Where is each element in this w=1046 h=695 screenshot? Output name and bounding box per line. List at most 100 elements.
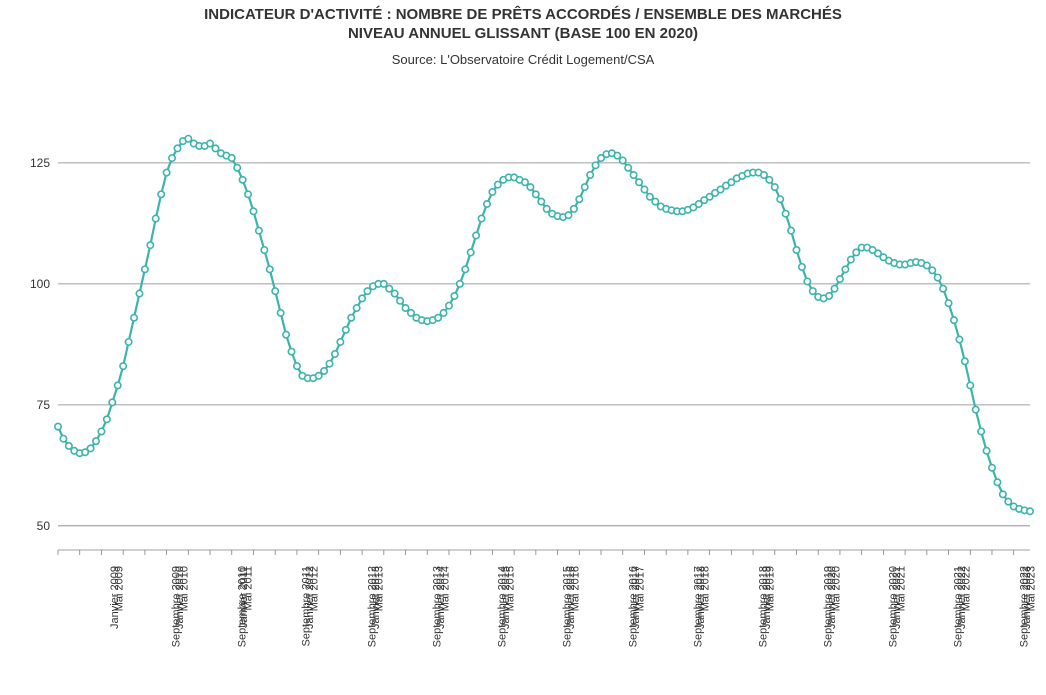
y-tick-label: 50 xyxy=(0,519,50,533)
series-line xyxy=(58,139,1030,512)
series-marker xyxy=(440,310,446,316)
series-marker xyxy=(788,227,794,233)
series-marker xyxy=(538,198,544,204)
series-marker xyxy=(647,194,653,200)
x-tick-label: Mai 2014 xyxy=(439,566,451,611)
series-marker xyxy=(185,136,191,142)
series-marker xyxy=(261,247,267,253)
series-marker xyxy=(1027,508,1033,514)
chart-container: INDICATEUR D'ACTIVITÉ : NOMBRE DE PRÊTS … xyxy=(0,0,1046,695)
series-marker xyxy=(288,348,294,354)
series-marker xyxy=(978,428,984,434)
series-marker xyxy=(522,179,528,185)
series-marker xyxy=(250,208,256,214)
series-marker xyxy=(527,184,533,190)
series-marker xyxy=(533,191,539,197)
series-marker xyxy=(321,368,327,374)
series-marker xyxy=(929,267,935,273)
series-marker xyxy=(636,179,642,185)
series-marker xyxy=(962,358,968,364)
series-marker xyxy=(136,290,142,296)
series-marker xyxy=(408,310,414,316)
series-marker xyxy=(353,305,359,311)
series-marker xyxy=(364,288,370,294)
series-marker xyxy=(989,465,995,471)
series-marker xyxy=(1000,491,1006,497)
x-tick-label: Mai 2016 xyxy=(569,566,581,611)
series-marker xyxy=(544,206,550,212)
series-marker xyxy=(158,191,164,197)
series-marker xyxy=(831,286,837,292)
y-tick-label: 125 xyxy=(0,156,50,170)
series-marker xyxy=(359,295,365,301)
series-marker xyxy=(60,436,66,442)
series-marker xyxy=(799,264,805,270)
series-marker xyxy=(495,181,501,187)
x-tick-label: Mai 2018 xyxy=(699,566,711,611)
series-marker xyxy=(142,266,148,272)
series-marker xyxy=(592,162,598,168)
series-marker xyxy=(956,336,962,342)
x-tick-label: Mai 2015 xyxy=(504,566,516,611)
y-tick-label: 100 xyxy=(0,277,50,291)
series-marker xyxy=(169,155,175,161)
x-tick-label: Mai 2017 xyxy=(634,566,646,611)
series-marker xyxy=(332,351,338,357)
series-marker xyxy=(761,172,767,178)
series-marker xyxy=(478,215,484,221)
series-marker xyxy=(967,382,973,388)
series-marker xyxy=(386,286,392,292)
series-marker xyxy=(98,428,104,434)
series-marker xyxy=(234,165,240,171)
series-marker xyxy=(212,145,218,151)
y-tick-label: 75 xyxy=(0,398,50,412)
series-marker xyxy=(484,201,490,207)
series-marker xyxy=(381,281,387,287)
series-marker xyxy=(576,196,582,202)
series-marker xyxy=(951,317,957,323)
series-marker xyxy=(994,479,1000,485)
series-marker xyxy=(777,196,783,202)
series-marker xyxy=(245,191,251,197)
series-marker xyxy=(810,288,816,294)
series-marker xyxy=(587,172,593,178)
series-marker xyxy=(283,331,289,337)
series-marker xyxy=(256,227,262,233)
series-marker xyxy=(826,293,832,299)
series-marker xyxy=(924,262,930,268)
x-tick-label: Mai 2019 xyxy=(765,566,777,611)
series-marker xyxy=(87,445,93,451)
series-marker xyxy=(652,198,658,204)
series-marker xyxy=(973,406,979,412)
series-marker xyxy=(277,310,283,316)
series-marker xyxy=(125,339,131,345)
series-marker xyxy=(853,249,859,255)
series-marker xyxy=(983,448,989,454)
series-marker xyxy=(782,211,788,217)
series-marker xyxy=(93,438,99,444)
series-marker xyxy=(326,361,332,367)
series-marker xyxy=(1005,498,1011,504)
series-marker xyxy=(391,290,397,296)
x-tick-label: Mai 2010 xyxy=(178,566,190,611)
series-marker xyxy=(620,157,626,163)
series-marker xyxy=(348,315,354,321)
series-marker xyxy=(267,266,273,272)
series-marker xyxy=(147,242,153,248)
series-marker xyxy=(120,363,126,369)
series-marker xyxy=(565,212,571,218)
series-marker xyxy=(582,184,588,190)
series-marker xyxy=(153,215,159,221)
x-tick-label: Mai 2023 xyxy=(1025,566,1037,611)
series-marker xyxy=(842,266,848,272)
series-marker xyxy=(614,152,620,158)
series-marker xyxy=(343,327,349,333)
series-marker xyxy=(315,373,321,379)
x-tick-label: Mai 2020 xyxy=(830,566,842,611)
series-marker xyxy=(940,286,946,292)
x-tick-label: Mai 2022 xyxy=(960,566,972,611)
series-marker xyxy=(163,169,169,175)
x-tick-label: Mai 2011 xyxy=(242,566,254,610)
series-marker xyxy=(446,302,452,308)
series-marker xyxy=(766,177,772,183)
